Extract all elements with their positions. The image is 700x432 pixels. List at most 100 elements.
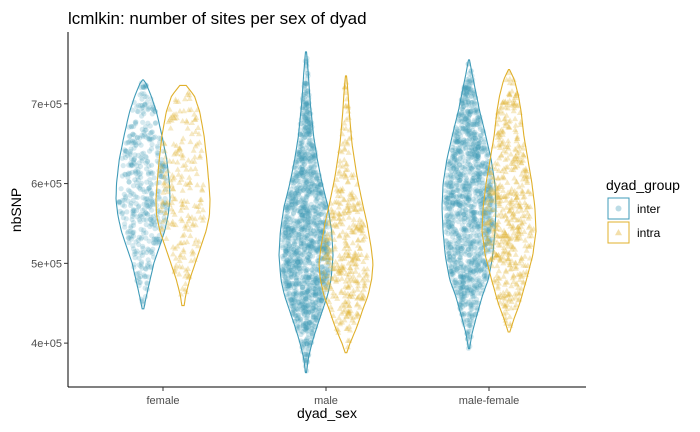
data-point [477, 197, 483, 203]
data-point [300, 273, 307, 280]
data-point [316, 297, 322, 303]
data-point [152, 221, 158, 227]
data-point [149, 192, 155, 198]
data-point [323, 284, 329, 290]
data-point [465, 188, 471, 195]
data-point [125, 229, 131, 235]
data-point [138, 250, 144, 256]
data-point [153, 120, 159, 126]
data-point [305, 181, 312, 187]
data-point [317, 183, 323, 189]
data-point [324, 243, 330, 249]
data-point [282, 247, 288, 253]
data-point [318, 227, 324, 233]
data-point [466, 320, 472, 326]
data-point [456, 211, 462, 217]
data-point [452, 262, 458, 268]
data-point [305, 108, 311, 114]
data-point [462, 227, 469, 233]
data-point [146, 238, 152, 244]
data-point [304, 208, 310, 214]
data-point [468, 170, 474, 176]
data-point [145, 186, 151, 192]
data-point [313, 205, 319, 211]
data-point [145, 199, 151, 205]
data-point [133, 142, 139, 149]
data-point [465, 151, 471, 157]
data-point [483, 206, 489, 212]
data-point [505, 137, 512, 144]
data-point [477, 268, 483, 274]
data-point [192, 165, 199, 172]
data-point [289, 214, 295, 220]
data-point [467, 268, 473, 274]
data-point [461, 111, 467, 117]
data-point [469, 282, 475, 288]
data-point [466, 113, 472, 119]
data-point [306, 159, 312, 165]
data-point [305, 255, 311, 261]
data-point [310, 314, 316, 320]
data-point [487, 194, 493, 200]
data-point [142, 101, 148, 107]
data-point [316, 226, 322, 232]
data-point [302, 125, 308, 131]
data-point [321, 250, 327, 256]
data-point [294, 263, 300, 269]
data-point [304, 203, 310, 209]
data-point [304, 314, 310, 320]
data-point [305, 220, 311, 226]
data-point [294, 324, 300, 330]
data-point [326, 270, 332, 276]
data-point [305, 254, 311, 260]
data-point [472, 216, 478, 222]
data-point [306, 323, 312, 329]
data-point [302, 305, 309, 312]
data-point [350, 216, 357, 222]
data-point [299, 212, 306, 218]
data-point [309, 173, 315, 179]
data-point [179, 117, 186, 124]
data-point [286, 298, 292, 304]
data-point [326, 257, 332, 263]
data-point [308, 155, 314, 161]
data-point [306, 219, 312, 225]
data-point [446, 211, 452, 217]
data-point [137, 279, 143, 285]
y-tick-label: 6e+05 [31, 179, 62, 191]
data-point [444, 172, 450, 178]
data-point [484, 272, 490, 278]
data-point [308, 237, 314, 243]
data-point [473, 180, 479, 187]
data-point [153, 236, 159, 242]
data-point [189, 247, 196, 254]
data-point [314, 177, 320, 183]
data-point [130, 157, 137, 163]
data-point [155, 240, 161, 246]
data-point [169, 218, 176, 224]
data-point [474, 188, 480, 194]
data-point [315, 216, 321, 222]
data-point [285, 225, 291, 231]
data-point [452, 136, 458, 143]
data-point [141, 217, 147, 223]
data-point [308, 128, 314, 135]
data-point [294, 274, 300, 281]
data-point [476, 275, 482, 281]
data-point [459, 115, 465, 122]
data-point [289, 258, 295, 264]
data-point [301, 131, 307, 137]
data-point [304, 105, 310, 111]
data-point [475, 168, 481, 174]
data-point [292, 235, 298, 242]
data-point [309, 189, 315, 195]
violin-outline [278, 51, 334, 374]
data-point [299, 285, 305, 291]
data-point [306, 120, 312, 127]
data-point [479, 177, 485, 183]
data-point [295, 191, 301, 198]
data-point [312, 286, 318, 292]
data-point [296, 303, 303, 309]
data-point [288, 297, 294, 303]
violin-inter-female [115, 79, 171, 310]
